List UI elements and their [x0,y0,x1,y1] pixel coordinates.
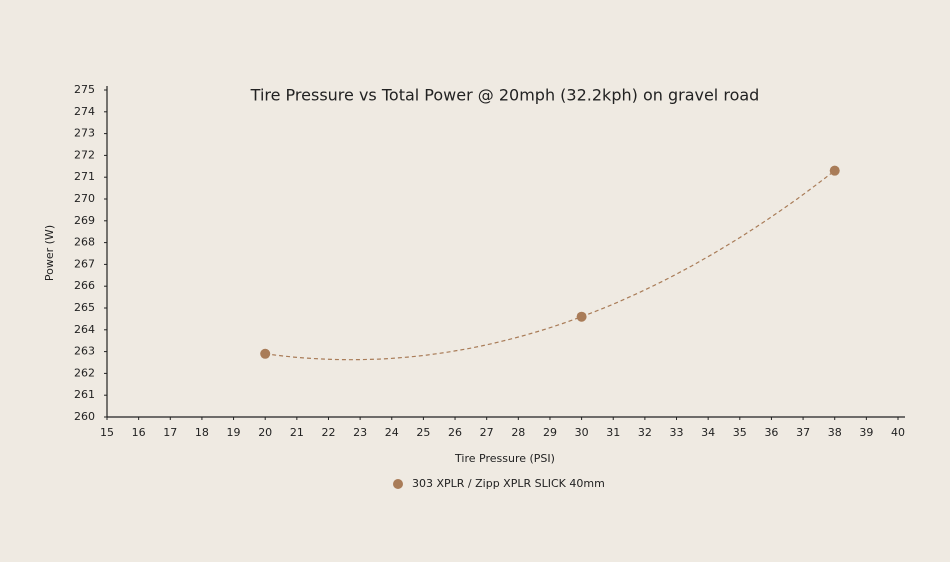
legend-marker [393,479,403,489]
legend-label: 303 XPLR / Zipp XPLR SLICK 40mm [412,477,605,490]
x-tick-label: 36 [764,426,778,439]
x-tick-label: 24 [385,426,399,439]
x-tick-label: 31 [606,426,620,439]
x-tick-label: 18 [195,426,209,439]
x-tick-label: 28 [511,426,525,439]
x-tick-label: 20 [258,426,272,439]
x-tick-label: 21 [290,426,304,439]
x-tick-label: 15 [100,426,114,439]
x-tick-label: 27 [480,426,494,439]
x-tick-label: 32 [638,426,652,439]
x-tick-label: 30 [575,426,589,439]
y-tick-label: 274 [74,105,95,118]
x-tick-label: 38 [828,426,842,439]
y-tick-label: 272 [74,148,95,161]
data-point [260,348,271,359]
x-tick-label: 23 [353,426,367,439]
x-tick-label: 26 [448,426,462,439]
x-tick-label: 35 [733,426,747,439]
x-tick-label: 40 [891,426,905,439]
y-tick-label: 267 [74,257,95,270]
y-tick-label: 273 [74,127,95,140]
y-tick-label: 264 [74,323,95,336]
x-axis-title: Tire Pressure (PSI) [454,452,555,465]
y-tick-label: 269 [74,214,95,227]
data-point [829,165,840,176]
chart-title: Tire Pressure vs Total Power @ 20mph (32… [250,86,760,105]
y-tick-label: 275 [74,83,95,96]
y-tick-label: 261 [74,388,95,401]
x-tick-label: 17 [163,426,177,439]
x-tick-label: 39 [859,426,873,439]
y-tick-label: 265 [74,301,95,314]
y-tick-label: 266 [74,279,95,292]
y-tick-label: 271 [74,170,95,183]
x-tick-label: 37 [796,426,810,439]
x-tick-label: 22 [321,426,335,439]
y-tick-label: 268 [74,236,95,249]
y-tick-label: 270 [74,192,95,205]
x-tick-label: 19 [227,426,241,439]
x-tick-label: 25 [416,426,430,439]
data-point [576,311,587,322]
y-tick-label: 262 [74,366,95,379]
x-tick-label: 29 [543,426,557,439]
x-tick-label: 34 [701,426,715,439]
trendline [265,170,836,361]
y-tick-label: 260 [74,410,95,423]
x-tick-label: 33 [670,426,684,439]
y-tick-label: 263 [74,345,95,358]
x-tick-label: 16 [132,426,146,439]
y-axis-title: Power (W) [43,225,56,281]
